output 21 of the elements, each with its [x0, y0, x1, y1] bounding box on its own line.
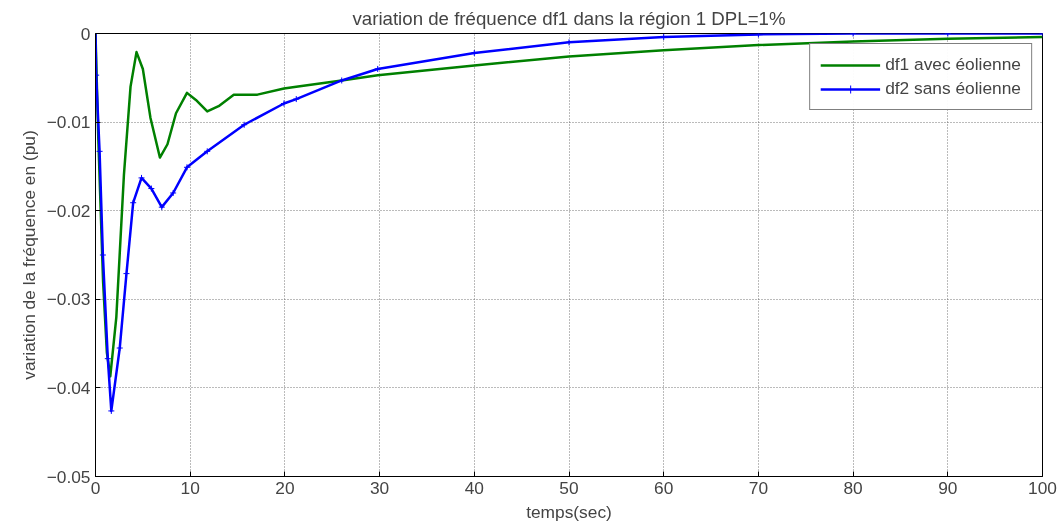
y-tick-label: −0.03 [46, 289, 91, 310]
x-tick-label: 70 [748, 477, 769, 498]
y-axis-title: variation de la fréquence en (pu) [18, 130, 39, 380]
x-axis-title: temps(sec) [526, 501, 612, 522]
x-tick-label: 30 [369, 477, 390, 498]
x-tick-label: 60 [654, 477, 674, 498]
legend-label: df1 avec éolienne [885, 54, 1021, 75]
x-tick-label: 90 [938, 477, 958, 498]
x-tick-label: 50 [559, 477, 579, 498]
x-tick-label: 40 [464, 477, 484, 498]
x-tick-label: 10 [180, 477, 200, 498]
y-tick-label: −0.04 [46, 377, 91, 398]
chart-title: variation de fréquence df1 dans la région 1 DPL=1% [352, 7, 786, 29]
x-tick-label: 20 [275, 477, 295, 498]
x-tick-label: 80 [843, 477, 863, 498]
legend-label: df2 sans éolienne [885, 78, 1021, 99]
y-tick-label: −0.02 [46, 200, 91, 221]
y-tick-label: 0 [80, 23, 91, 44]
x-tick-label: 100 [1028, 477, 1057, 498]
y-tick-label: −0.01 [46, 112, 91, 133]
y-tick-label: −0.05 [46, 466, 91, 487]
